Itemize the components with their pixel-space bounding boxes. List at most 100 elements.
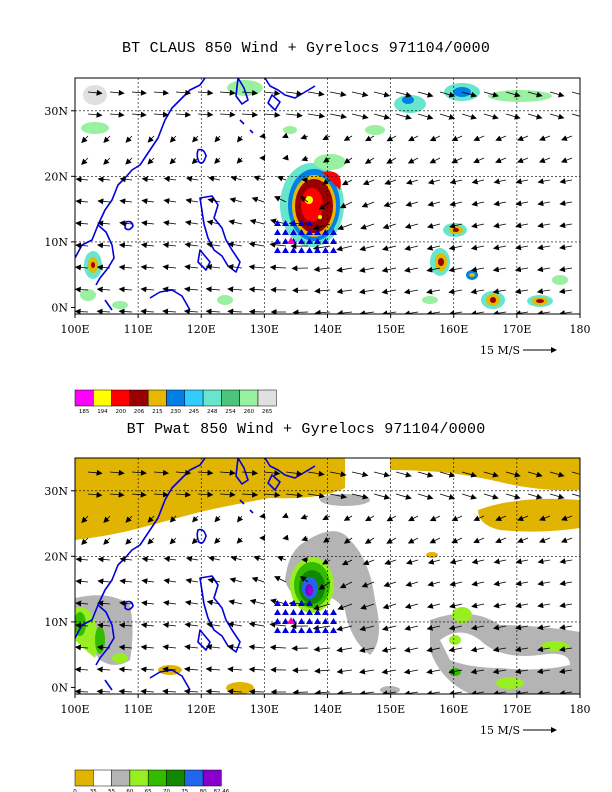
wind-vector xyxy=(214,537,221,544)
gyre-marker xyxy=(306,609,313,615)
wind-vector xyxy=(362,179,375,186)
wind-vector xyxy=(318,581,331,590)
colorbar-label: 0 xyxy=(73,789,77,792)
gyre-marker xyxy=(314,229,321,235)
wind-vector xyxy=(373,493,391,500)
gyre-marker xyxy=(306,220,313,226)
wind-vector xyxy=(118,242,133,249)
gyre-marker xyxy=(298,627,305,633)
wind-vector xyxy=(263,470,281,477)
wind-vector xyxy=(140,308,155,314)
wind-vector xyxy=(322,514,331,520)
pwat-shading xyxy=(75,458,580,694)
wind-vector xyxy=(163,578,177,584)
wind-vector xyxy=(351,91,369,98)
wind-vector xyxy=(359,245,375,252)
colorbar-label: 82.46 xyxy=(214,789,230,792)
wind-vector xyxy=(206,621,221,628)
wind-vector xyxy=(162,286,177,293)
wind-vector xyxy=(493,580,507,587)
wind-vector xyxy=(131,491,147,498)
wind-vector xyxy=(429,537,441,544)
wind-vector xyxy=(383,201,397,208)
wind-vector xyxy=(248,621,265,628)
wind-vector xyxy=(417,113,434,120)
wind-vector xyxy=(141,220,155,227)
colorbar-label: 65 xyxy=(145,789,152,792)
wind-vector xyxy=(277,555,287,562)
wind-vector xyxy=(314,667,331,674)
wind-vector xyxy=(427,200,441,207)
wind-vector xyxy=(404,603,419,609)
wind-vector xyxy=(336,668,353,675)
wind-vector xyxy=(125,515,133,523)
wind-vector xyxy=(75,644,89,651)
colorbar-swatch xyxy=(147,769,167,787)
wind-vector xyxy=(536,646,551,653)
wind-vector xyxy=(549,471,565,478)
lon-tick-label: 140E xyxy=(313,323,342,336)
wind-vector xyxy=(560,537,573,543)
wind-vector xyxy=(248,264,265,271)
colorbar-swatch xyxy=(257,389,277,407)
wind-vector xyxy=(125,537,133,545)
wind-vector xyxy=(175,469,192,476)
gyre-marker xyxy=(314,238,321,244)
wind-vector xyxy=(470,668,485,675)
map-axes: 100E 110E 120E 130E 140E 150E 160E 170E 180 0N 10N… xyxy=(44,105,590,336)
wind-vector xyxy=(429,515,441,522)
wind-vector xyxy=(329,471,347,478)
wind-vector xyxy=(381,245,397,252)
lon-tick-label: 100E xyxy=(60,703,89,716)
wind-vector xyxy=(248,241,265,248)
wind-vector xyxy=(125,157,133,165)
wind-vector xyxy=(140,644,155,651)
wind-vector xyxy=(515,178,529,185)
wind-vector xyxy=(292,689,309,694)
gyre-marker xyxy=(290,600,297,606)
wind-vector xyxy=(119,198,133,205)
wind-vector xyxy=(119,600,133,607)
wind-vector xyxy=(427,558,441,565)
wind-vector xyxy=(75,176,89,183)
claus-shading xyxy=(80,80,568,309)
coastline-segment xyxy=(149,289,191,311)
coastline-segment xyxy=(196,528,207,544)
wind-vector xyxy=(141,556,155,563)
wind-vector xyxy=(359,288,375,295)
gyre-marker xyxy=(330,229,337,235)
wind-vector xyxy=(362,559,375,566)
wind-vector xyxy=(492,288,507,295)
wind-vector xyxy=(483,91,499,98)
wind-vector xyxy=(103,135,111,143)
colorbar-swatch xyxy=(184,769,204,787)
wind-vector xyxy=(395,471,412,478)
claus-colorbar: 185 194 200 206 215 230 245 248 254 260 265 xyxy=(74,389,277,415)
wind-vector xyxy=(253,555,265,562)
coastline-segment xyxy=(197,629,211,651)
wind-vector xyxy=(147,157,155,165)
bottom-panel-title: BT Pwat 850 Wind + Gyrelocs 971104/0000 xyxy=(126,421,486,438)
wind-vector xyxy=(269,241,287,248)
wind-vector xyxy=(227,643,243,650)
colorbar-swatch xyxy=(129,769,149,787)
coastline-segment xyxy=(267,94,281,111)
wind-vector xyxy=(483,471,499,478)
gyre-marker xyxy=(298,618,305,624)
wind-vector xyxy=(183,688,199,694)
wind-vector xyxy=(197,469,214,476)
wind-vector xyxy=(131,469,147,476)
wind-vector xyxy=(427,178,441,185)
wind-vector xyxy=(184,241,199,248)
wind-vector xyxy=(386,157,397,164)
wind-vector xyxy=(395,493,412,500)
wind-vector xyxy=(483,113,499,120)
top-panel-title: BT CLAUS 850 Wind + Gyrelocs 971104/0000 xyxy=(121,40,491,57)
wind-vector xyxy=(227,286,243,293)
wind-vector xyxy=(175,89,192,96)
wind-vector xyxy=(365,515,375,522)
lat-tick-label: 10N xyxy=(44,236,68,249)
wind-vector xyxy=(343,135,353,141)
wind-vector xyxy=(539,515,551,521)
gyre-marker xyxy=(274,600,281,606)
